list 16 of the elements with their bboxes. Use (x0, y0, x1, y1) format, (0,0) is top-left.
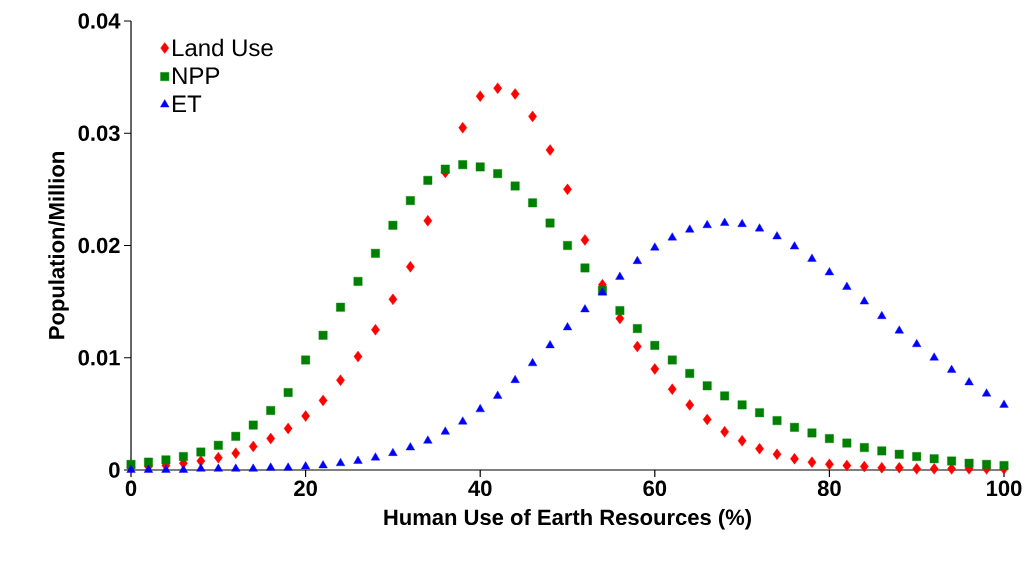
y-tick-label: 0.03 (78, 125, 120, 142)
x-tick-label: 20 (294, 480, 317, 497)
y-tick-label: 0.01 (78, 349, 120, 366)
y-tick-label: 0.04 (78, 13, 121, 29)
legend-label: Land Use (173, 38, 273, 57)
y-tick-label: 0.02 (78, 237, 120, 254)
x-tick-label: 80 (817, 480, 841, 497)
legend-label: ET (173, 95, 202, 113)
x-tick-label: 0 (125, 480, 137, 497)
legend-label: NPP (173, 67, 220, 85)
y-axis-title: Population/Million (48, 152, 69, 339)
x-tick-label: 40 (468, 480, 492, 497)
y-tick-label: 0 (109, 462, 120, 478)
x-axis-title: Human Use of Earth Resources (%) (384, 508, 751, 530)
x-tick-label: 100 (987, 480, 1022, 497)
x-tick-label: 60 (643, 480, 667, 497)
